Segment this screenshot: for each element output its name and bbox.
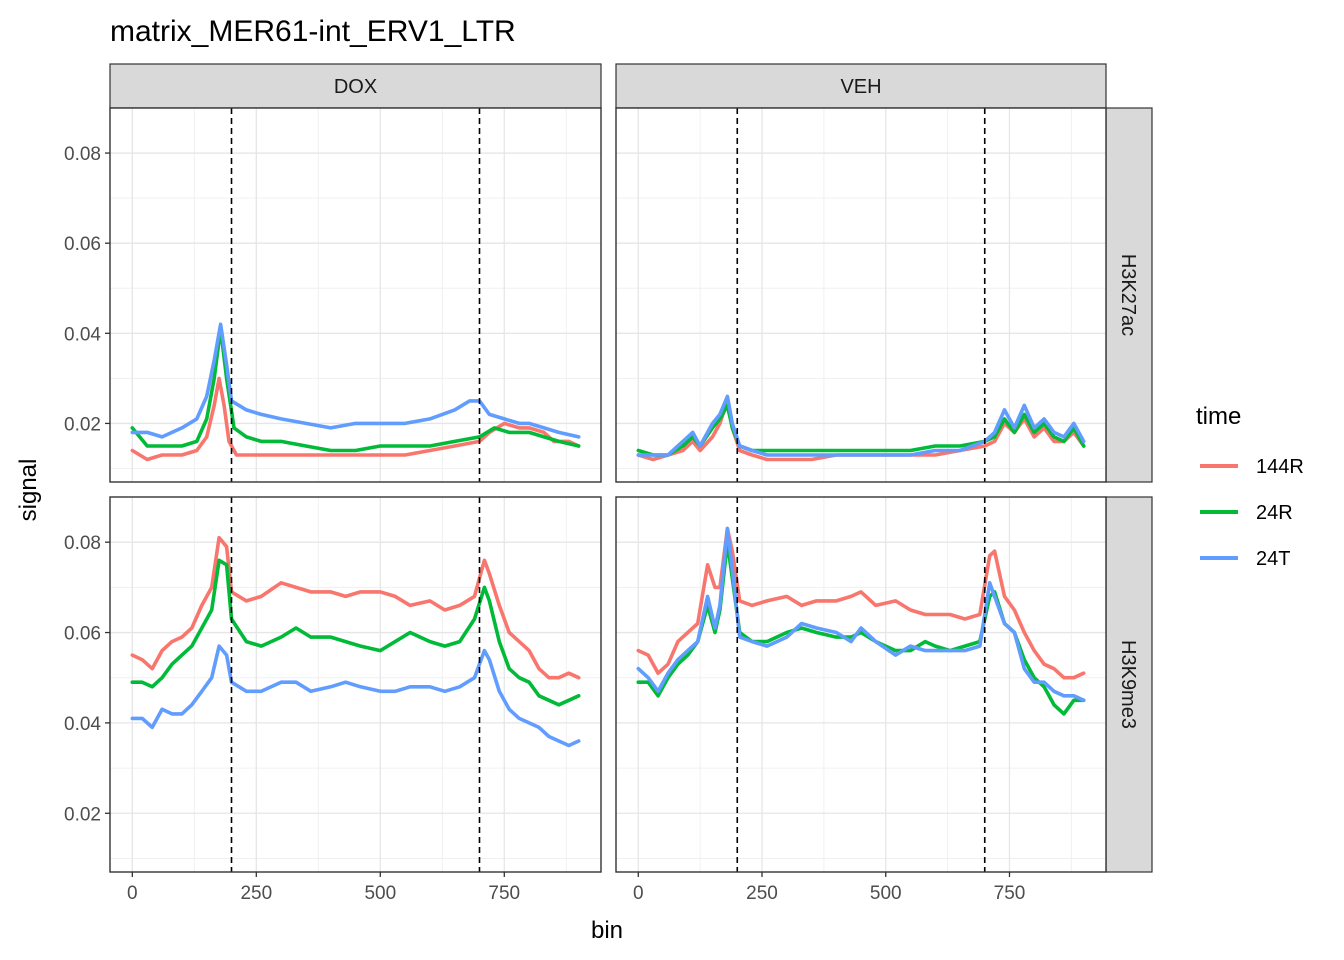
panel-border (109, 107, 602, 483)
x-tick-label: 250 (746, 883, 778, 904)
facet-strip-dox (109, 63, 602, 109)
series-line-24t (130, 644, 581, 748)
x-tick-label: 250 (240, 883, 272, 904)
panel-veh-h3k9me3: 0 250 500 750 (615, 496, 1107, 904)
x-tick-label: 0 (127, 883, 138, 904)
series-line-144r (130, 376, 581, 462)
facet-strip-label: H3K27ac (1117, 254, 1139, 336)
legend-label: 144R (1256, 456, 1304, 478)
facet-strip-label: VEH (840, 76, 881, 98)
facet-strip-h3k9me3 (1105, 496, 1153, 873)
chart-title: matrix_MER61-int_ERV1_LTR (110, 15, 516, 48)
panel-veh-h3k27ac (615, 107, 1107, 483)
facet-strip-veh (615, 63, 1107, 109)
y-axis-title: signal (15, 459, 42, 522)
facet-strip-h3k27ac (1105, 107, 1153, 483)
legend-label: 24T (1256, 548, 1290, 570)
panel-dox-h3k27ac: 0.02 0.04 0.06 0.08 (64, 107, 602, 483)
panels-layer: DOX VEHH3K27acH3K9me30.020.040.060.080.02… (64, 63, 1153, 904)
series-line-24r (130, 327, 581, 453)
legend: time 144R 24R 24T (1196, 403, 1304, 570)
panel-border (615, 107, 1107, 483)
y-tick-label: 0.08 (64, 144, 101, 165)
x-tick-label: 750 (994, 883, 1026, 904)
x-tick-label: 500 (870, 883, 902, 904)
y-tick-label: 0.04 (64, 324, 101, 345)
panel-border (615, 496, 1107, 873)
series-line-24t (636, 394, 1086, 457)
x-axis-title: bin (591, 917, 623, 944)
y-tick-label: 0.04 (64, 714, 101, 735)
panel-background (616, 497, 1106, 872)
facet-strip-label: DOX (334, 76, 377, 98)
legend-title: time (1196, 403, 1241, 430)
panel-border (109, 496, 602, 873)
y-tick-label: 0.06 (64, 624, 101, 645)
y-tick-label: 0.08 (64, 533, 101, 554)
facet-strip-label: H3K9me3 (1117, 640, 1139, 729)
legend-label: 24R (1256, 502, 1293, 524)
x-tick-label: 750 (488, 883, 520, 904)
series-line-24t (636, 526, 1086, 703)
y-tick-label: 0.02 (64, 804, 101, 825)
series-line-24r (130, 558, 581, 707)
panel-background (110, 108, 601, 482)
panel-dox-h3k9me3: 0.02 0.04 0.06 0.08 0 250 500 750 (64, 496, 602, 904)
series-line-24t (130, 322, 581, 439)
series-line-144r (130, 535, 581, 680)
y-tick-label: 0.06 (64, 234, 101, 255)
x-tick-label: 500 (364, 883, 396, 904)
x-tick-label: 0 (633, 883, 644, 904)
y-tick-label: 0.02 (64, 414, 101, 435)
series-line-144r (636, 526, 1086, 680)
